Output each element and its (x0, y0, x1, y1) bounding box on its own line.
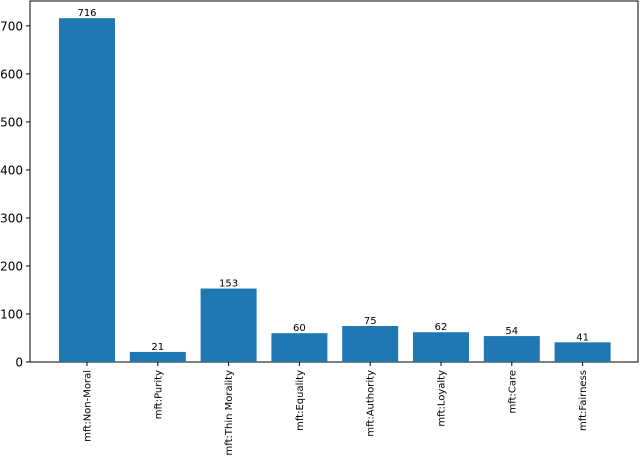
x-tick-label: mft:Non-Moral (83, 370, 94, 442)
x-tick-label: mft:Purity (153, 370, 164, 419)
value-label: 716 (77, 8, 96, 19)
value-label: 21 (151, 342, 164, 353)
value-label: 54 (505, 326, 518, 337)
y-tick-label: 100 (0, 307, 23, 321)
bar (554, 342, 611, 362)
y-tick-label: 300 (0, 211, 23, 225)
plot-frame (29, 0, 639, 363)
y-tick-label: 0 (15, 356, 23, 370)
y-tick-label: 200 (0, 259, 23, 273)
bar (271, 333, 328, 362)
bar (342, 325, 399, 362)
x-tick-label: mft:Equality (295, 370, 306, 431)
bar (483, 336, 540, 362)
bar (413, 332, 469, 362)
y-tick-label: 500 (0, 115, 23, 129)
y-tick-label: 400 (0, 163, 23, 177)
x-tick-label: mft:Loyalty (437, 370, 448, 427)
bar (129, 351, 186, 362)
bar (200, 288, 257, 362)
value-label: 41 (576, 332, 589, 343)
value-label: 62 (435, 322, 448, 333)
value-label: 60 (293, 323, 306, 334)
x-tick-label: mft:Thin Morality (224, 370, 235, 456)
bar (59, 18, 115, 362)
y-tick-label: 700 (0, 19, 23, 33)
x-tick-label: mft:Authority (366, 370, 377, 437)
value-label: 153 (219, 279, 238, 290)
y-tick-label: 600 (0, 67, 23, 81)
value-label: 75 (364, 316, 377, 327)
x-tick-label: mft:Fairness (578, 370, 589, 431)
x-tick-label: mft:Care (507, 370, 518, 414)
